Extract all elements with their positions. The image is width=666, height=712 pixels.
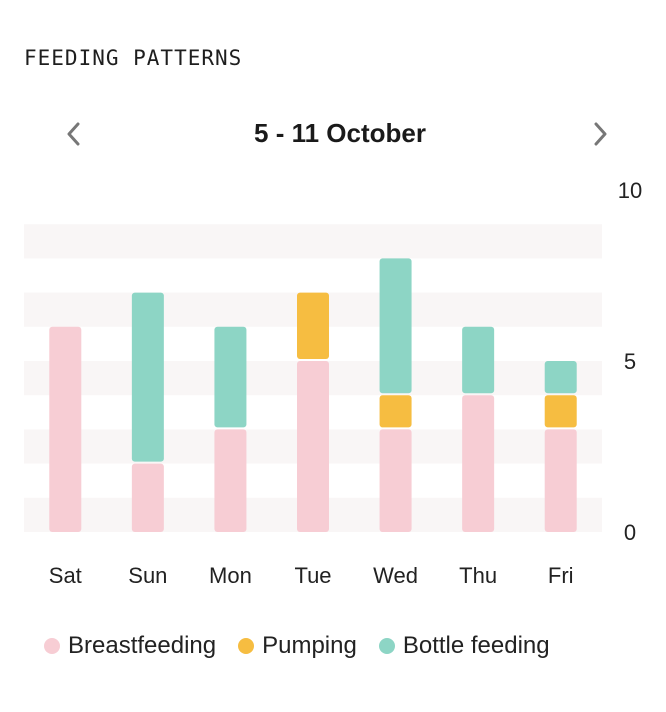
x-tick-label: Fri [548, 563, 574, 588]
bar-segment-pumping [297, 292, 329, 359]
legend-item: Bottle feeding [378, 632, 550, 660]
legend-item: Pumping [238, 632, 357, 660]
legend-label: Breastfeeding [68, 632, 217, 659]
bar-segment-bottle-feeding [462, 326, 495, 394]
bar-segment-bottle-feeding [214, 326, 247, 428]
previous-week-button[interactable] [54, 114, 94, 154]
chevron-right-icon [594, 122, 607, 146]
y-tick-label: 0 [624, 520, 636, 545]
legend-dot [378, 638, 395, 654]
bar-segment-breastfeeding [297, 361, 329, 532]
legend-item: Breastfeeding [44, 632, 216, 660]
y-tick-label: 10 [618, 178, 642, 203]
legend-dot [238, 638, 255, 654]
next-week-button[interactable] [580, 114, 620, 154]
bar-segment-breastfeeding [214, 429, 247, 532]
grid-band [24, 224, 602, 259]
x-axis: Sat Sun Mon Tue Wed Thu Fri [49, 563, 574, 588]
x-tick-label: Sun [128, 563, 167, 588]
legend-dot [44, 638, 60, 654]
x-tick-label: Sat [49, 563, 82, 588]
y-tick-label: 5 [624, 349, 636, 374]
section-title: FEEDING PATTERNS [24, 46, 243, 70]
bar-segment-bottle-feeding [131, 292, 164, 462]
bar-segment-breastfeeding [379, 429, 412, 532]
bar-segment-breastfeeding [131, 463, 164, 532]
week-range-title: 5 - 11 October [254, 118, 426, 148]
bar-segment-breastfeeding [544, 429, 577, 532]
feeding-chart: 0 5 10 Sat Sun Mon Tue Wed Thu Fri [24, 178, 642, 588]
bar-segment-breastfeeding [49, 326, 82, 532]
bar-segment-bottle-feeding [544, 361, 577, 394]
bar-segment-pumping [379, 395, 412, 428]
chevron-left-icon [67, 122, 80, 146]
legend-label: Bottle feeding [402, 632, 550, 659]
bar-segment-breastfeeding [462, 395, 495, 532]
x-tick-label: Thu [459, 563, 497, 588]
x-tick-label: Tue [294, 563, 331, 588]
bars [49, 258, 577, 532]
x-tick-label: Wed [373, 563, 418, 588]
week-navigator: 5 - 11 October [40, 108, 640, 158]
bar-segment-pumping [544, 395, 577, 428]
bar-segment-bottle-feeding [379, 258, 412, 394]
legend-label: Pumping [262, 632, 357, 659]
x-tick-label: Mon [209, 563, 252, 588]
chart-legend: Breastfeeding Pumping Bottle feeding [44, 632, 572, 660]
y-axis: 0 5 10 [618, 178, 642, 545]
